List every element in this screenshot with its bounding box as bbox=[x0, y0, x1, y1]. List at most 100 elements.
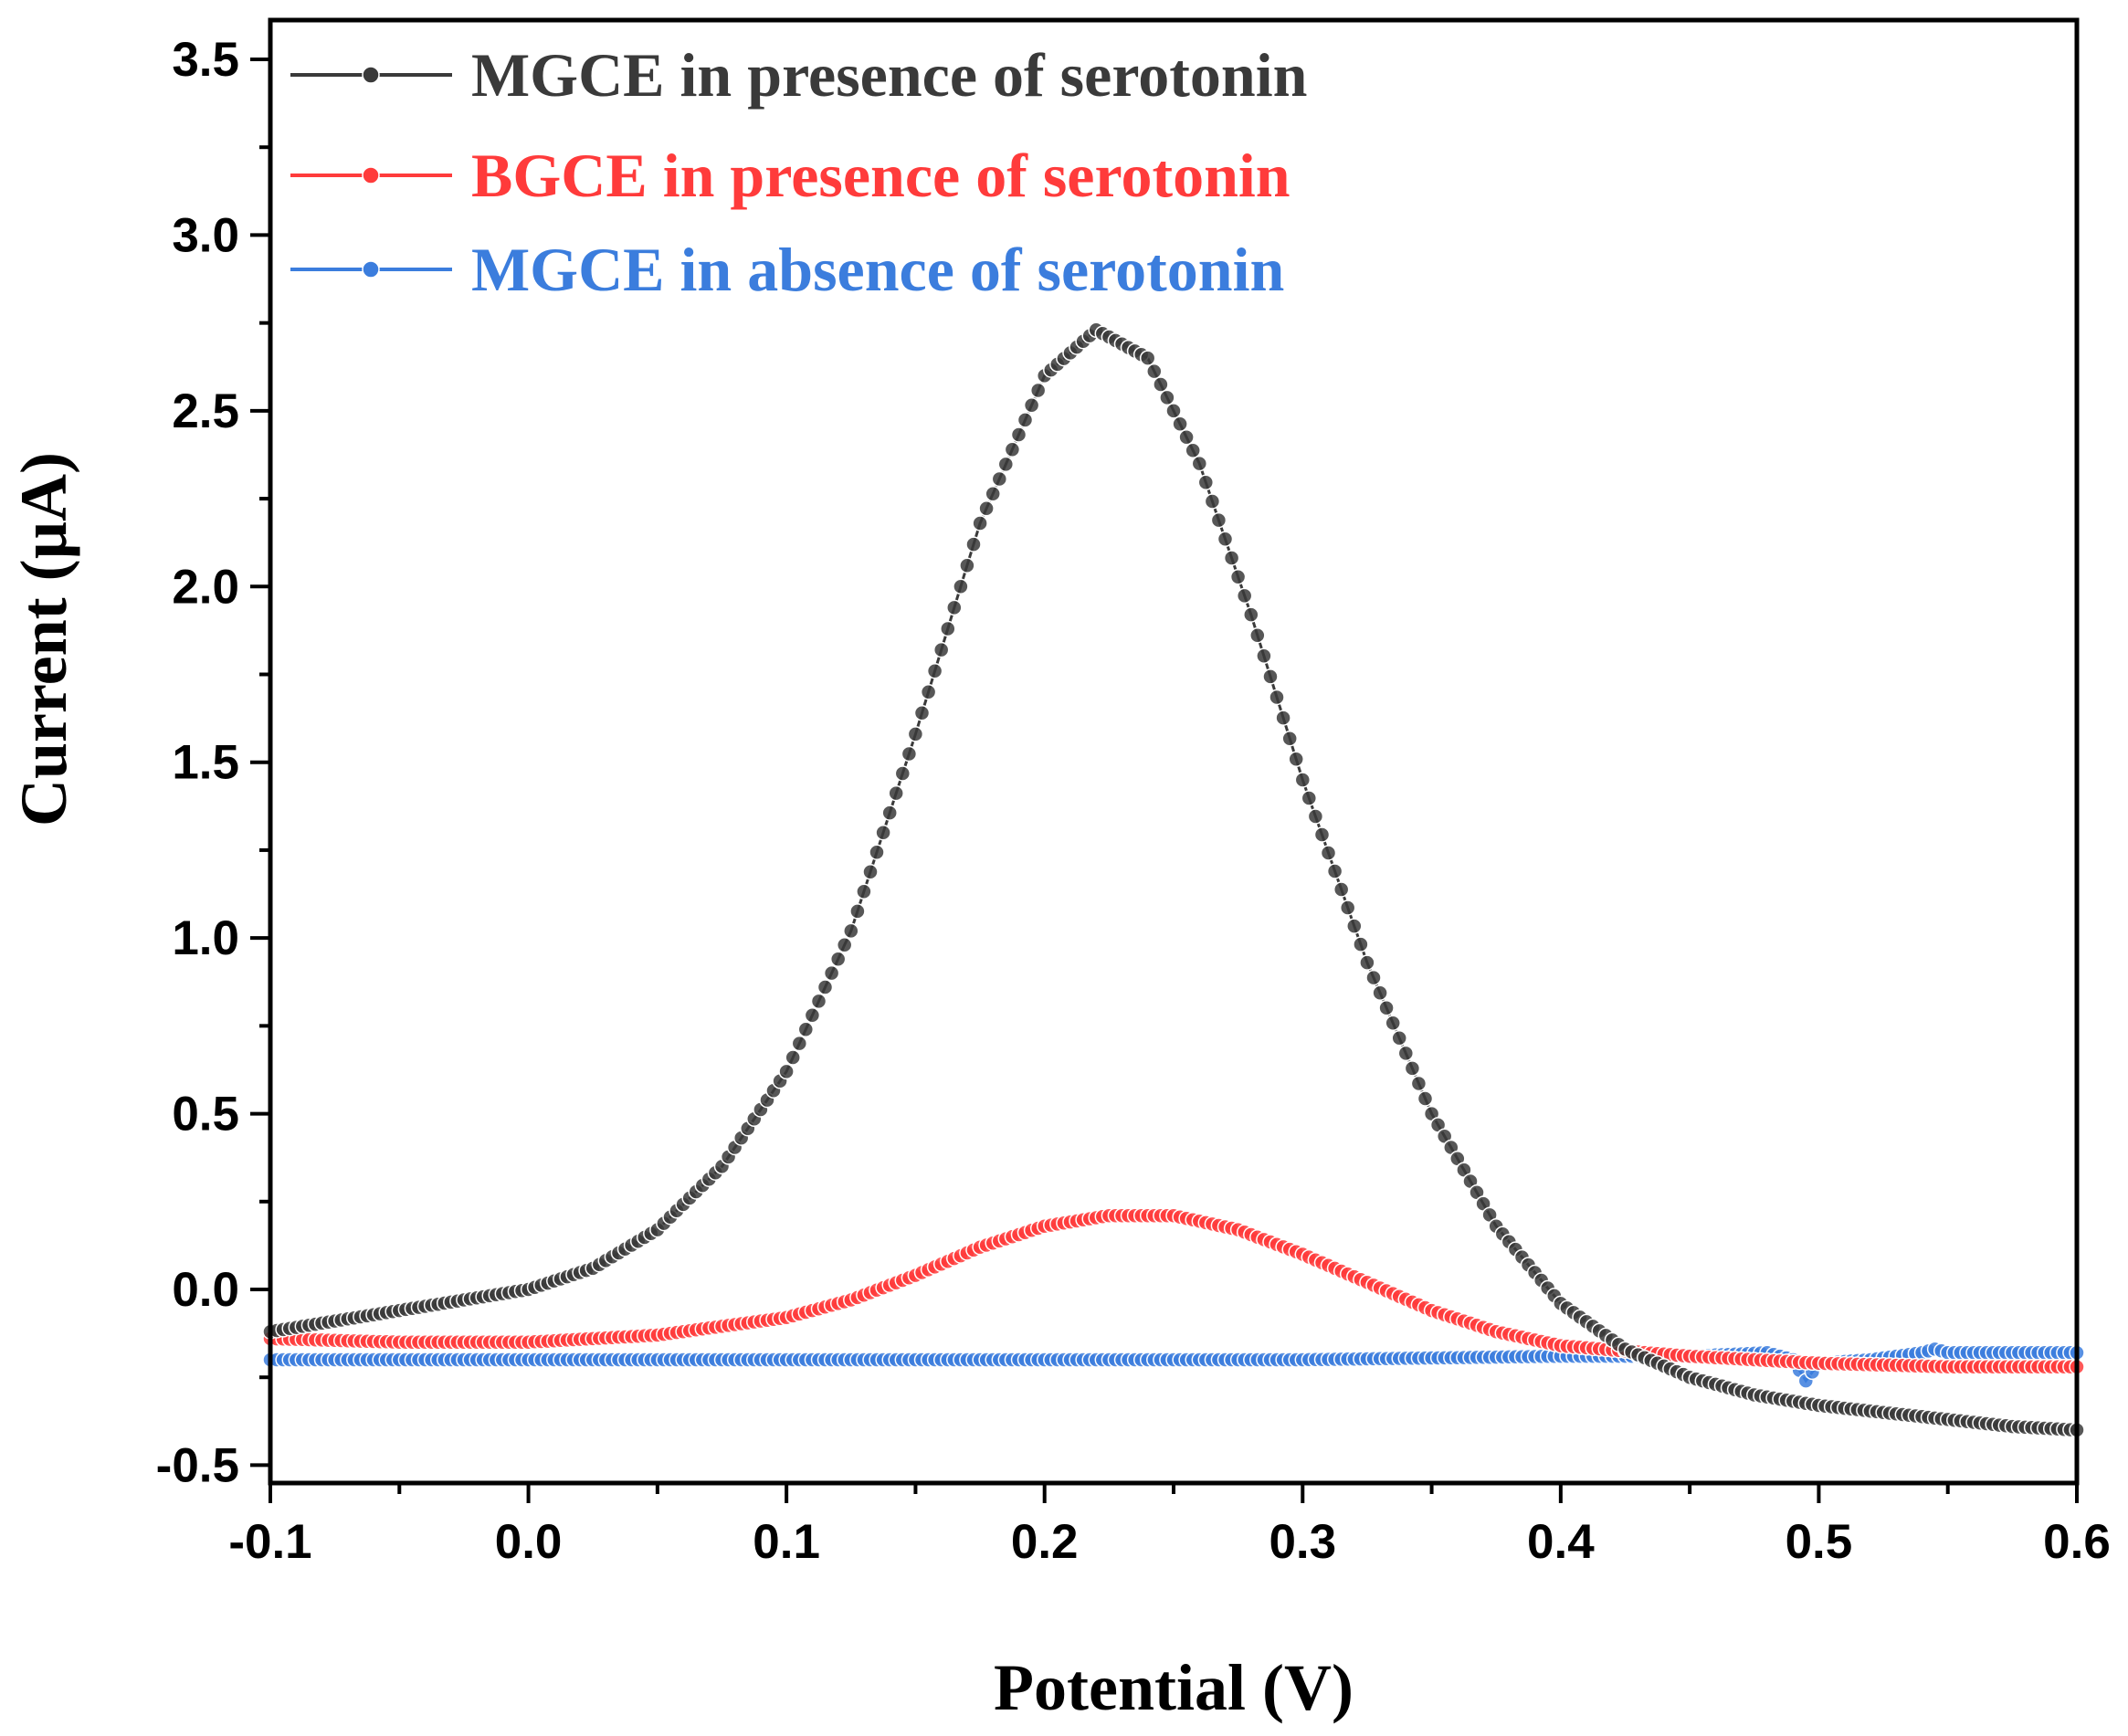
data-point bbox=[913, 705, 931, 721]
data-point bbox=[1410, 1075, 1427, 1092]
data-point bbox=[1185, 442, 1201, 458]
data-point bbox=[985, 485, 1001, 502]
data-point bbox=[1333, 881, 1350, 898]
y-tick-label: 0.5 bbox=[172, 1088, 239, 1142]
series-2 bbox=[262, 1207, 2085, 1375]
data-point bbox=[869, 844, 885, 860]
data-point bbox=[1153, 376, 1169, 393]
data-point bbox=[972, 515, 988, 531]
x-tick-label: 0.4 bbox=[1527, 1515, 1595, 1569]
x-tick-label: 0.1 bbox=[753, 1515, 820, 1569]
data-point bbox=[1178, 428, 1195, 446]
data-point bbox=[1229, 568, 1247, 585]
x-tick-label: 0.6 bbox=[2043, 1515, 2111, 1569]
data-point bbox=[1397, 1045, 1415, 1062]
legend-marker bbox=[362, 260, 380, 279]
y-tick-label: 0.0 bbox=[172, 1263, 239, 1317]
data-point bbox=[1262, 668, 1279, 685]
data-point bbox=[1191, 455, 1208, 472]
data-point bbox=[1301, 790, 1318, 806]
y-tick-label: 2.0 bbox=[172, 560, 239, 614]
data-point bbox=[1353, 936, 1369, 952]
data-point bbox=[1204, 493, 1221, 510]
data-point bbox=[1210, 511, 1227, 529]
data-point bbox=[1417, 1090, 1434, 1107]
data-point bbox=[1313, 826, 1331, 843]
legend: MGCE in presence of serotonin BGCE in pre… bbox=[290, 40, 1307, 304]
data-point bbox=[894, 765, 911, 782]
series-1 bbox=[262, 321, 2085, 1438]
data-point bbox=[997, 456, 1015, 473]
x-axis-title: Potential (V) bbox=[994, 1651, 1354, 1724]
data-point bbox=[959, 557, 975, 573]
data-point bbox=[1372, 984, 1388, 1001]
data-point bbox=[991, 470, 1008, 488]
data-point bbox=[901, 745, 918, 763]
series-layer bbox=[262, 321, 2085, 1438]
data-point bbox=[1249, 626, 1266, 644]
data-point bbox=[1275, 710, 1291, 726]
legend-label: BGCE in presence of serotonin bbox=[471, 141, 1290, 210]
data-point bbox=[791, 1035, 808, 1052]
data-point bbox=[1172, 416, 1188, 433]
data-point bbox=[810, 993, 827, 1010]
data-point bbox=[1029, 382, 1047, 399]
data-point bbox=[1391, 1030, 1407, 1047]
data-point bbox=[1320, 845, 1337, 861]
y-tick-label: 1.0 bbox=[172, 911, 239, 965]
series-line bbox=[269, 328, 2078, 1432]
legend-label: MGCE in absence of serotonin bbox=[471, 235, 1284, 304]
data-point bbox=[920, 683, 937, 700]
data-point bbox=[1346, 918, 1363, 934]
ticks-layer: -0.1 0.0 0.1 0.2 0.3 0.4 0.5 0.6 -0.5 0.0 0.5 1.0 1.… bbox=[156, 33, 2111, 1569]
legend-marker bbox=[362, 66, 380, 84]
data-point bbox=[1017, 412, 1034, 428]
data-point bbox=[1139, 350, 1156, 366]
data-point bbox=[862, 864, 879, 880]
data-point bbox=[1217, 531, 1234, 548]
data-point bbox=[816, 979, 834, 995]
data-point bbox=[926, 662, 943, 679]
data-point bbox=[875, 824, 891, 841]
data-point bbox=[1365, 969, 1382, 986]
data-point bbox=[888, 784, 904, 802]
data-point bbox=[785, 1049, 801, 1066]
data-point bbox=[1404, 1060, 1421, 1077]
data-point bbox=[1256, 647, 1272, 665]
x-tick-label: -0.1 bbox=[228, 1515, 311, 1569]
data-point bbox=[1269, 689, 1285, 706]
data-point bbox=[1165, 403, 1182, 419]
data-point bbox=[849, 903, 866, 920]
data-point bbox=[953, 578, 969, 595]
data-point bbox=[1159, 389, 1175, 406]
data-point bbox=[804, 1007, 821, 1024]
data-point bbox=[778, 1063, 795, 1080]
data-point bbox=[965, 536, 982, 552]
data-point bbox=[932, 641, 950, 658]
data-point bbox=[1004, 441, 1021, 458]
data-point bbox=[881, 805, 898, 821]
data-point bbox=[946, 599, 963, 616]
data-point bbox=[797, 1021, 815, 1037]
data-point bbox=[1359, 954, 1375, 971]
y-tick-label: 1.5 bbox=[172, 736, 239, 790]
data-point bbox=[940, 620, 956, 637]
data-point bbox=[1146, 363, 1163, 380]
data-point bbox=[1385, 1015, 1401, 1032]
data-point bbox=[1236, 587, 1253, 605]
data-point bbox=[829, 951, 847, 967]
y-tick-label: 3.0 bbox=[172, 208, 239, 262]
data-point bbox=[836, 937, 853, 953]
data-point bbox=[823, 964, 840, 982]
data-point bbox=[1223, 550, 1240, 566]
y-tick-label: 2.5 bbox=[172, 384, 239, 438]
data-point bbox=[1281, 730, 1298, 747]
data-point bbox=[1378, 999, 1395, 1016]
legend-marker bbox=[362, 166, 380, 184]
data-point bbox=[1288, 751, 1304, 768]
data-point bbox=[1294, 772, 1312, 788]
legend-label: MGCE in presence of serotonin bbox=[471, 40, 1307, 110]
y-tick-label: -0.5 bbox=[156, 1438, 239, 1492]
data-point bbox=[1307, 808, 1324, 825]
